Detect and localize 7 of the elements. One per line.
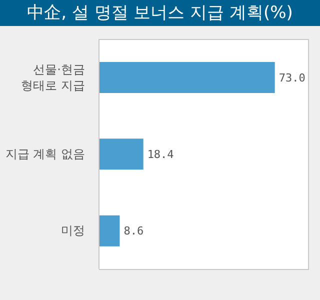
y-tick-label: 미정 [61,224,85,238]
data-label: 18.4 [147,148,174,162]
data-label: 73.0 [278,71,306,84]
chart-title: 中企, 설 명절 보너스 지급 계획(%) [0,0,320,26]
y-tick-label: 선물·현금 형태로 지급 [21,62,85,92]
data-label: 8.6 [124,224,144,238]
y-tick-label: 지급 계획 없음 [5,147,85,161]
